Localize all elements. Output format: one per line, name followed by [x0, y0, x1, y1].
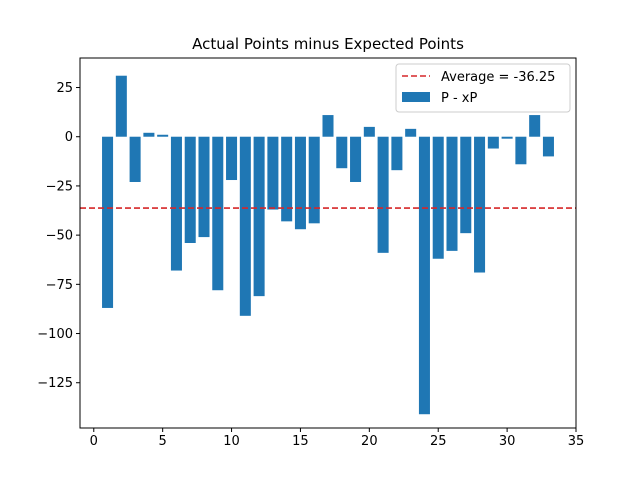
y-axis: 25 0 −25 −50 −75 −100 −125: [37, 81, 80, 391]
bar: [515, 136, 527, 165]
bar: [170, 136, 182, 271]
bar: [294, 136, 306, 230]
bar: [322, 115, 334, 137]
legend-average-label: Average = -36.25: [441, 70, 555, 85]
legend-series-label: P - xP: [441, 91, 477, 106]
x-tick-label: 25: [430, 434, 447, 449]
bar: [391, 136, 403, 171]
plot-frame: [79, 57, 577, 429]
bar: [446, 136, 458, 251]
x-tick-label: 10: [223, 434, 240, 449]
x-tick-label: 5: [159, 434, 167, 449]
x-tick-label: 0: [90, 434, 98, 449]
y-tick-label: 25: [56, 81, 73, 96]
bar: [184, 136, 196, 243]
y-tick-label: −25: [46, 179, 73, 194]
bar: [281, 136, 293, 222]
bar: [460, 136, 472, 234]
bar: [267, 136, 279, 210]
bar: [239, 136, 251, 316]
bar: [350, 136, 362, 182]
bar: [405, 128, 417, 137]
y-tick-label: −125: [37, 376, 73, 391]
bar: [474, 136, 486, 273]
y-tick-label: 0: [65, 130, 73, 145]
bar: [529, 115, 541, 137]
x-tick-label: 35: [568, 434, 585, 449]
bar: [102, 136, 114, 308]
bar: [198, 136, 210, 238]
bar: [212, 136, 224, 291]
legend-box: [395, 63, 571, 113]
bar: [129, 136, 141, 182]
x-tick-label: 15: [292, 434, 309, 449]
bar: [226, 136, 238, 181]
bar: [143, 132, 155, 137]
chart-title: Actual Points minus Expected Points: [192, 35, 464, 53]
y-tick-label: −100: [37, 327, 73, 342]
legend-series-swatch: [402, 92, 430, 102]
bar: [363, 126, 375, 137]
bar: [432, 136, 444, 259]
bar: [542, 136, 554, 157]
bar: [418, 136, 430, 415]
y-tick-label: −50: [46, 229, 73, 244]
x-axis: 0 5 10 15 20 25 30 35: [90, 428, 585, 449]
x-tick-label: 20: [361, 434, 378, 449]
bar: [336, 136, 348, 169]
bar: [501, 136, 513, 139]
bar: [253, 136, 265, 297]
y-tick-label: −75: [46, 278, 73, 293]
bars-group: [102, 75, 554, 415]
x-tick-label: 30: [499, 434, 516, 449]
legend: Average = -36.25 P - xP: [395, 63, 571, 113]
bar: [115, 75, 127, 137]
bar: [308, 136, 320, 224]
bar: [487, 136, 499, 149]
bar: [157, 134, 169, 137]
bar: [377, 136, 389, 253]
